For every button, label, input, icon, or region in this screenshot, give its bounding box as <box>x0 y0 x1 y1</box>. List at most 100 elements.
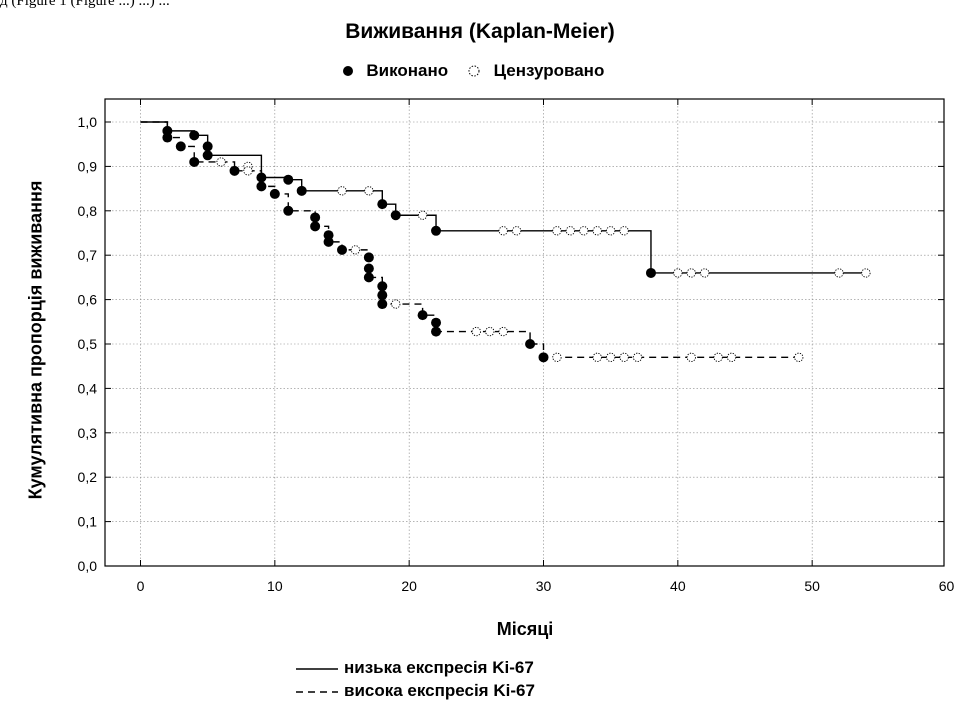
y-tick-label: 0,4 <box>78 380 98 396</box>
event-marker <box>310 212 321 223</box>
censored-marker <box>364 186 374 196</box>
censored-marker <box>485 326 495 337</box>
event-marker <box>162 132 173 143</box>
event-marker <box>296 185 307 196</box>
censored-marker <box>673 268 683 278</box>
y-tick-label: 0,8 <box>78 203 98 219</box>
censored-marker <box>700 268 710 278</box>
censored-marker <box>834 268 844 278</box>
censored-marker <box>619 352 629 362</box>
x-tick-label: 60 <box>939 578 955 594</box>
event-marker <box>390 210 401 221</box>
censored-marker <box>592 352 602 362</box>
legend-row-high: висока експресія Ki-67 <box>296 679 535 702</box>
y-tick-label: 0,1 <box>78 514 98 530</box>
axis-ticks: 0,0 0,1 0,2 0,3 0,4 0,5 0,6 0,7 0,8 0,9 1,0 0 10 20 30… <box>78 99 955 594</box>
event-marker <box>175 141 186 152</box>
x-tick-label: 40 <box>670 578 686 594</box>
censored-marker <box>861 268 871 278</box>
series-lines <box>140 121 866 359</box>
marker-legend: Виконано Цензуровано <box>0 60 960 81</box>
censored-marker <box>511 226 522 236</box>
censored-marker <box>471 326 481 337</box>
event-marker <box>256 172 267 183</box>
censored-marker <box>606 352 616 362</box>
censored-marker <box>686 352 696 362</box>
censored-marker <box>632 352 643 362</box>
solid-line-icon <box>296 667 338 670</box>
series-legend: низька експресія Ki-67 висока експресія … <box>296 656 535 702</box>
censored-marker <box>552 226 562 236</box>
event-marker <box>189 130 200 141</box>
x-tick-label: 0 <box>137 578 145 594</box>
event-marker <box>363 272 374 283</box>
event-marker <box>202 150 213 161</box>
event-marker <box>417 310 428 321</box>
event-marker <box>202 141 213 152</box>
y-tick-label: 0,9 <box>78 158 98 174</box>
event-marker <box>283 205 294 216</box>
event-marker <box>525 339 536 349</box>
event-marker <box>538 352 549 363</box>
top-caption: д (Figure 1 (Figure ...) ...) ... <box>0 0 170 9</box>
y-tick-label: 0,6 <box>78 292 98 308</box>
censored-marker <box>350 245 361 255</box>
event-marker <box>269 188 280 199</box>
legend-high-label: висока експресія Ki-67 <box>344 681 535 700</box>
x-tick-label: 20 <box>401 578 417 594</box>
event-marker <box>377 281 388 292</box>
censored-marker <box>606 226 616 236</box>
series-line-0 <box>140 121 866 274</box>
event-marker <box>431 326 442 337</box>
censored-marker <box>391 299 401 309</box>
event-marker <box>323 236 334 247</box>
censored-marker <box>726 352 737 362</box>
event-marker <box>363 263 374 274</box>
event-marker <box>283 174 294 185</box>
series-line-1 <box>140 121 799 359</box>
censored-marker <box>216 157 226 167</box>
legend-censored-label: Цензуровано <box>493 60 605 80</box>
censored-marker-icon <box>468 65 480 77</box>
censored-marker <box>498 326 508 337</box>
x-tick-label: 30 <box>536 578 552 594</box>
event-marker <box>645 267 656 278</box>
censored-marker <box>619 226 629 236</box>
chart-title: Виживання (Kaplan-Meier) <box>345 20 615 43</box>
y-tick-label: 0,7 <box>78 247 98 263</box>
dashed-line-icon <box>296 690 338 693</box>
censored-marker <box>686 268 696 278</box>
censored-marker <box>337 186 347 196</box>
censored-marker <box>243 166 253 176</box>
event-marker <box>256 181 267 192</box>
censored-marker <box>417 210 428 220</box>
x-axis-label: Місяці <box>496 619 554 639</box>
y-tick-label: 0,2 <box>78 469 98 485</box>
legend-low-label: низька експресія Ki-67 <box>344 658 534 677</box>
event-marker <box>363 252 374 263</box>
event-marker <box>337 244 347 255</box>
plot-frame <box>104 98 945 567</box>
censored-marker <box>552 352 562 362</box>
x-tick-label: 50 <box>804 578 820 594</box>
y-tick-label: 0,5 <box>78 336 98 352</box>
y-tick-label: 1,0 <box>78 114 98 130</box>
censored-marker <box>579 226 589 236</box>
event-marker <box>310 221 321 232</box>
markers <box>162 125 871 363</box>
censored-marker <box>498 226 508 236</box>
legend-events-label: Виконано <box>366 60 449 80</box>
y-tick-label: 0,3 <box>78 425 98 441</box>
event-marker <box>229 165 240 176</box>
event-marker <box>377 299 388 310</box>
x-tick-label: 10 <box>267 578 283 594</box>
event-marker-icon <box>342 65 353 76</box>
event-marker <box>377 199 388 210</box>
legend-row-low: низька експресія Ki-67 <box>296 656 535 679</box>
y-tick-label: 0,0 <box>78 558 98 574</box>
censored-marker <box>565 226 576 236</box>
censored-marker <box>592 226 602 236</box>
event-marker <box>431 225 442 236</box>
event-marker <box>189 156 200 167</box>
